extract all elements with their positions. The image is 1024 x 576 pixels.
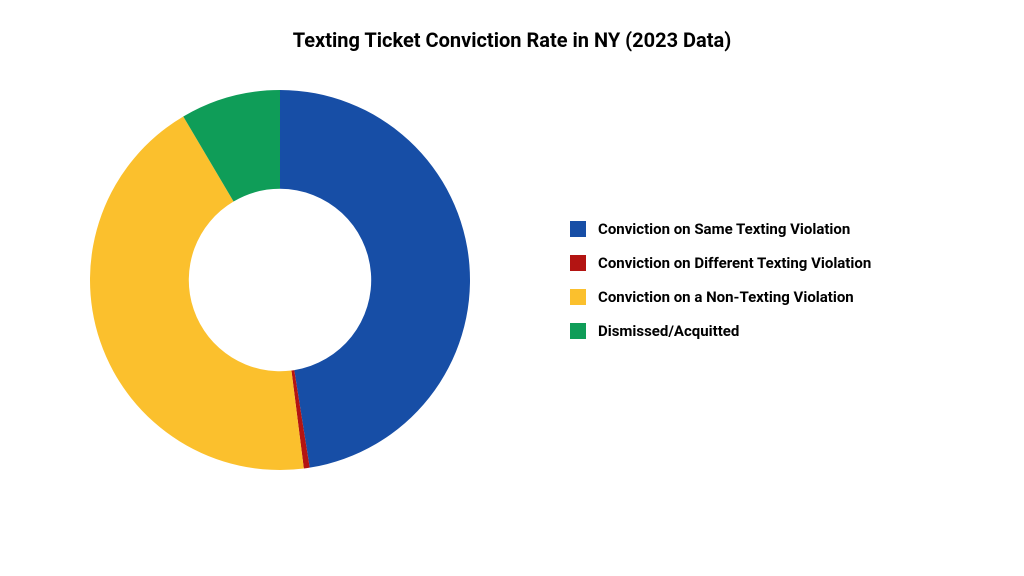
legend-item: Conviction on Different Texting Violatio… <box>570 254 871 272</box>
legend-swatch <box>570 289 586 305</box>
legend-item: Conviction on Same Texting Violation <box>570 220 871 238</box>
legend-item: Dismissed/Acquitted <box>570 322 871 340</box>
donut-slice <box>280 90 470 468</box>
legend-label: Dismissed/Acquitted <box>598 322 739 340</box>
legend-label: Conviction on Same Texting Violation <box>598 220 850 238</box>
donut-chart <box>80 80 480 480</box>
legend-swatch <box>570 255 586 271</box>
legend: Conviction on Same Texting Violation Conv… <box>570 220 871 340</box>
chart-title: Texting Ticket Conviction Rate in NY (20… <box>0 28 1024 52</box>
donut-svg <box>80 80 480 480</box>
legend-swatch <box>570 221 586 237</box>
legend-swatch <box>570 323 586 339</box>
legend-label: Conviction on Different Texting Violatio… <box>598 254 871 272</box>
legend-item: Conviction on a Non-Texting Violation <box>570 288 871 306</box>
legend-label: Conviction on a Non-Texting Violation <box>598 288 854 306</box>
